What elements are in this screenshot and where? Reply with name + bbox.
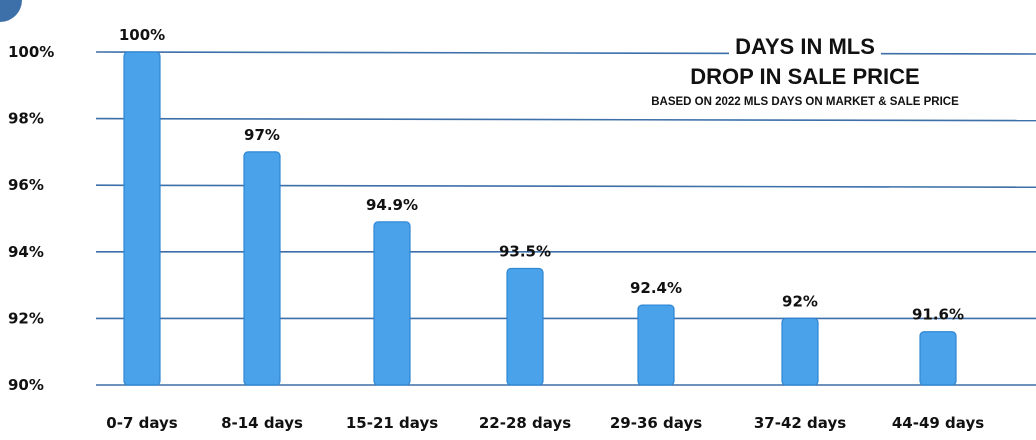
y-tick-label: 92% [8, 309, 44, 327]
data-label: 100% [119, 26, 165, 44]
bar [373, 221, 411, 386]
y-tick-label: 90% [8, 376, 44, 394]
gridline [95, 117, 1036, 122]
bar [506, 267, 544, 386]
x-tick-label: 8-14 days [221, 414, 303, 432]
title-block: DAYS IN MLS DROP IN SALE PRICE BASED ON … [575, 32, 1035, 110]
chart-title: DAYS IN MLS [729, 32, 881, 62]
data-label: 91.6% [912, 306, 964, 324]
chart-title-line2: DROP IN SALE PRICE [684, 62, 926, 92]
data-label: 97% [244, 126, 280, 144]
data-label: 94.9% [366, 196, 418, 214]
data-label: 93.5% [499, 242, 551, 260]
x-tick-label: 44-49 days [892, 414, 984, 432]
y-tick-label: 96% [8, 176, 44, 194]
y-tick-label: 100% [8, 43, 54, 61]
bar [781, 317, 819, 386]
data-label: 92.4% [630, 279, 682, 297]
y-tick-label: 98% [8, 110, 44, 128]
x-tick-label: 15-21 days [346, 414, 438, 432]
x-tick-label: 0-7 days [106, 414, 177, 432]
data-label: 92% [782, 292, 818, 310]
y-tick-label: 94% [8, 243, 44, 261]
x-tick-label: 37-42 days [754, 414, 846, 432]
bar [637, 304, 675, 386]
gridline [95, 184, 1036, 188]
x-tick-label: 22-28 days [479, 414, 571, 432]
bar [243, 151, 281, 386]
bar [919, 331, 957, 386]
x-tick-label: 29-36 days [610, 414, 702, 432]
chart-subtitle: BASED ON 2022 MLS DAYS ON MARKET & SALE … [647, 96, 963, 108]
bar [123, 51, 161, 386]
